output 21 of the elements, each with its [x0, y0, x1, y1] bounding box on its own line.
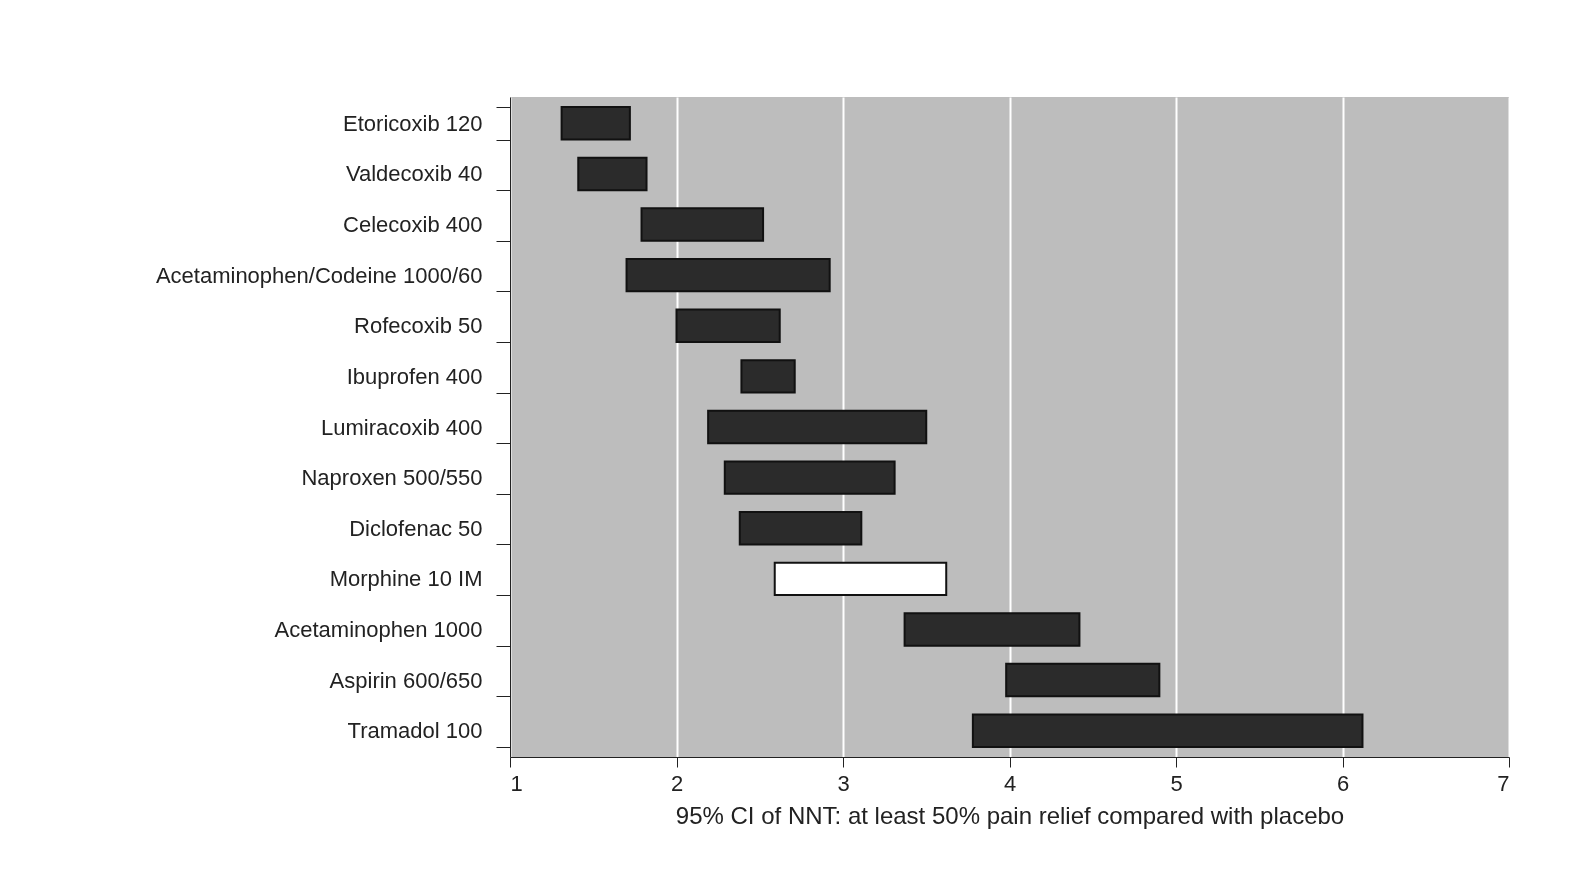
y-tick-label: Lumiracoxib 400: [321, 414, 483, 440]
x-tick-label: 6: [1336, 770, 1350, 796]
x-tick-label: 7: [1497, 770, 1510, 796]
y-tick-label: Celecoxib 400: [343, 212, 483, 238]
x-tick-label: 3: [837, 770, 850, 796]
x-tick-label: 5: [1170, 770, 1183, 796]
y-tick-label: Valdecoxib 40: [345, 161, 483, 187]
y-tick-label: Morphine 10 IM: [329, 566, 483, 592]
x-tick-label: 1: [510, 770, 523, 796]
y-tick-label: Aspirin 600/650: [329, 667, 483, 693]
y-tick-label: Naproxen 500/550: [301, 465, 483, 491]
x-tick-label: 4: [1003, 770, 1017, 796]
x-tick-label: 2: [670, 770, 684, 796]
y-tick-label: Acetaminophen/Codeine 1000/60: [155, 262, 483, 288]
y-tick-label: Etoricoxib 120: [343, 110, 483, 136]
y-tick-label: Acetaminophen 1000: [274, 616, 483, 642]
y-tick-label: Tramadol 100: [347, 718, 483, 744]
y-tick-label: Ibuprofen 400: [346, 363, 483, 389]
x-axis-title: 95% CI of NNT: at least 50% pain relief compared with placebo: [675, 801, 1345, 829]
y-tick-label: Diclofenac 50: [349, 515, 483, 541]
y-tick-label: Rofecoxib 50: [354, 313, 483, 339]
